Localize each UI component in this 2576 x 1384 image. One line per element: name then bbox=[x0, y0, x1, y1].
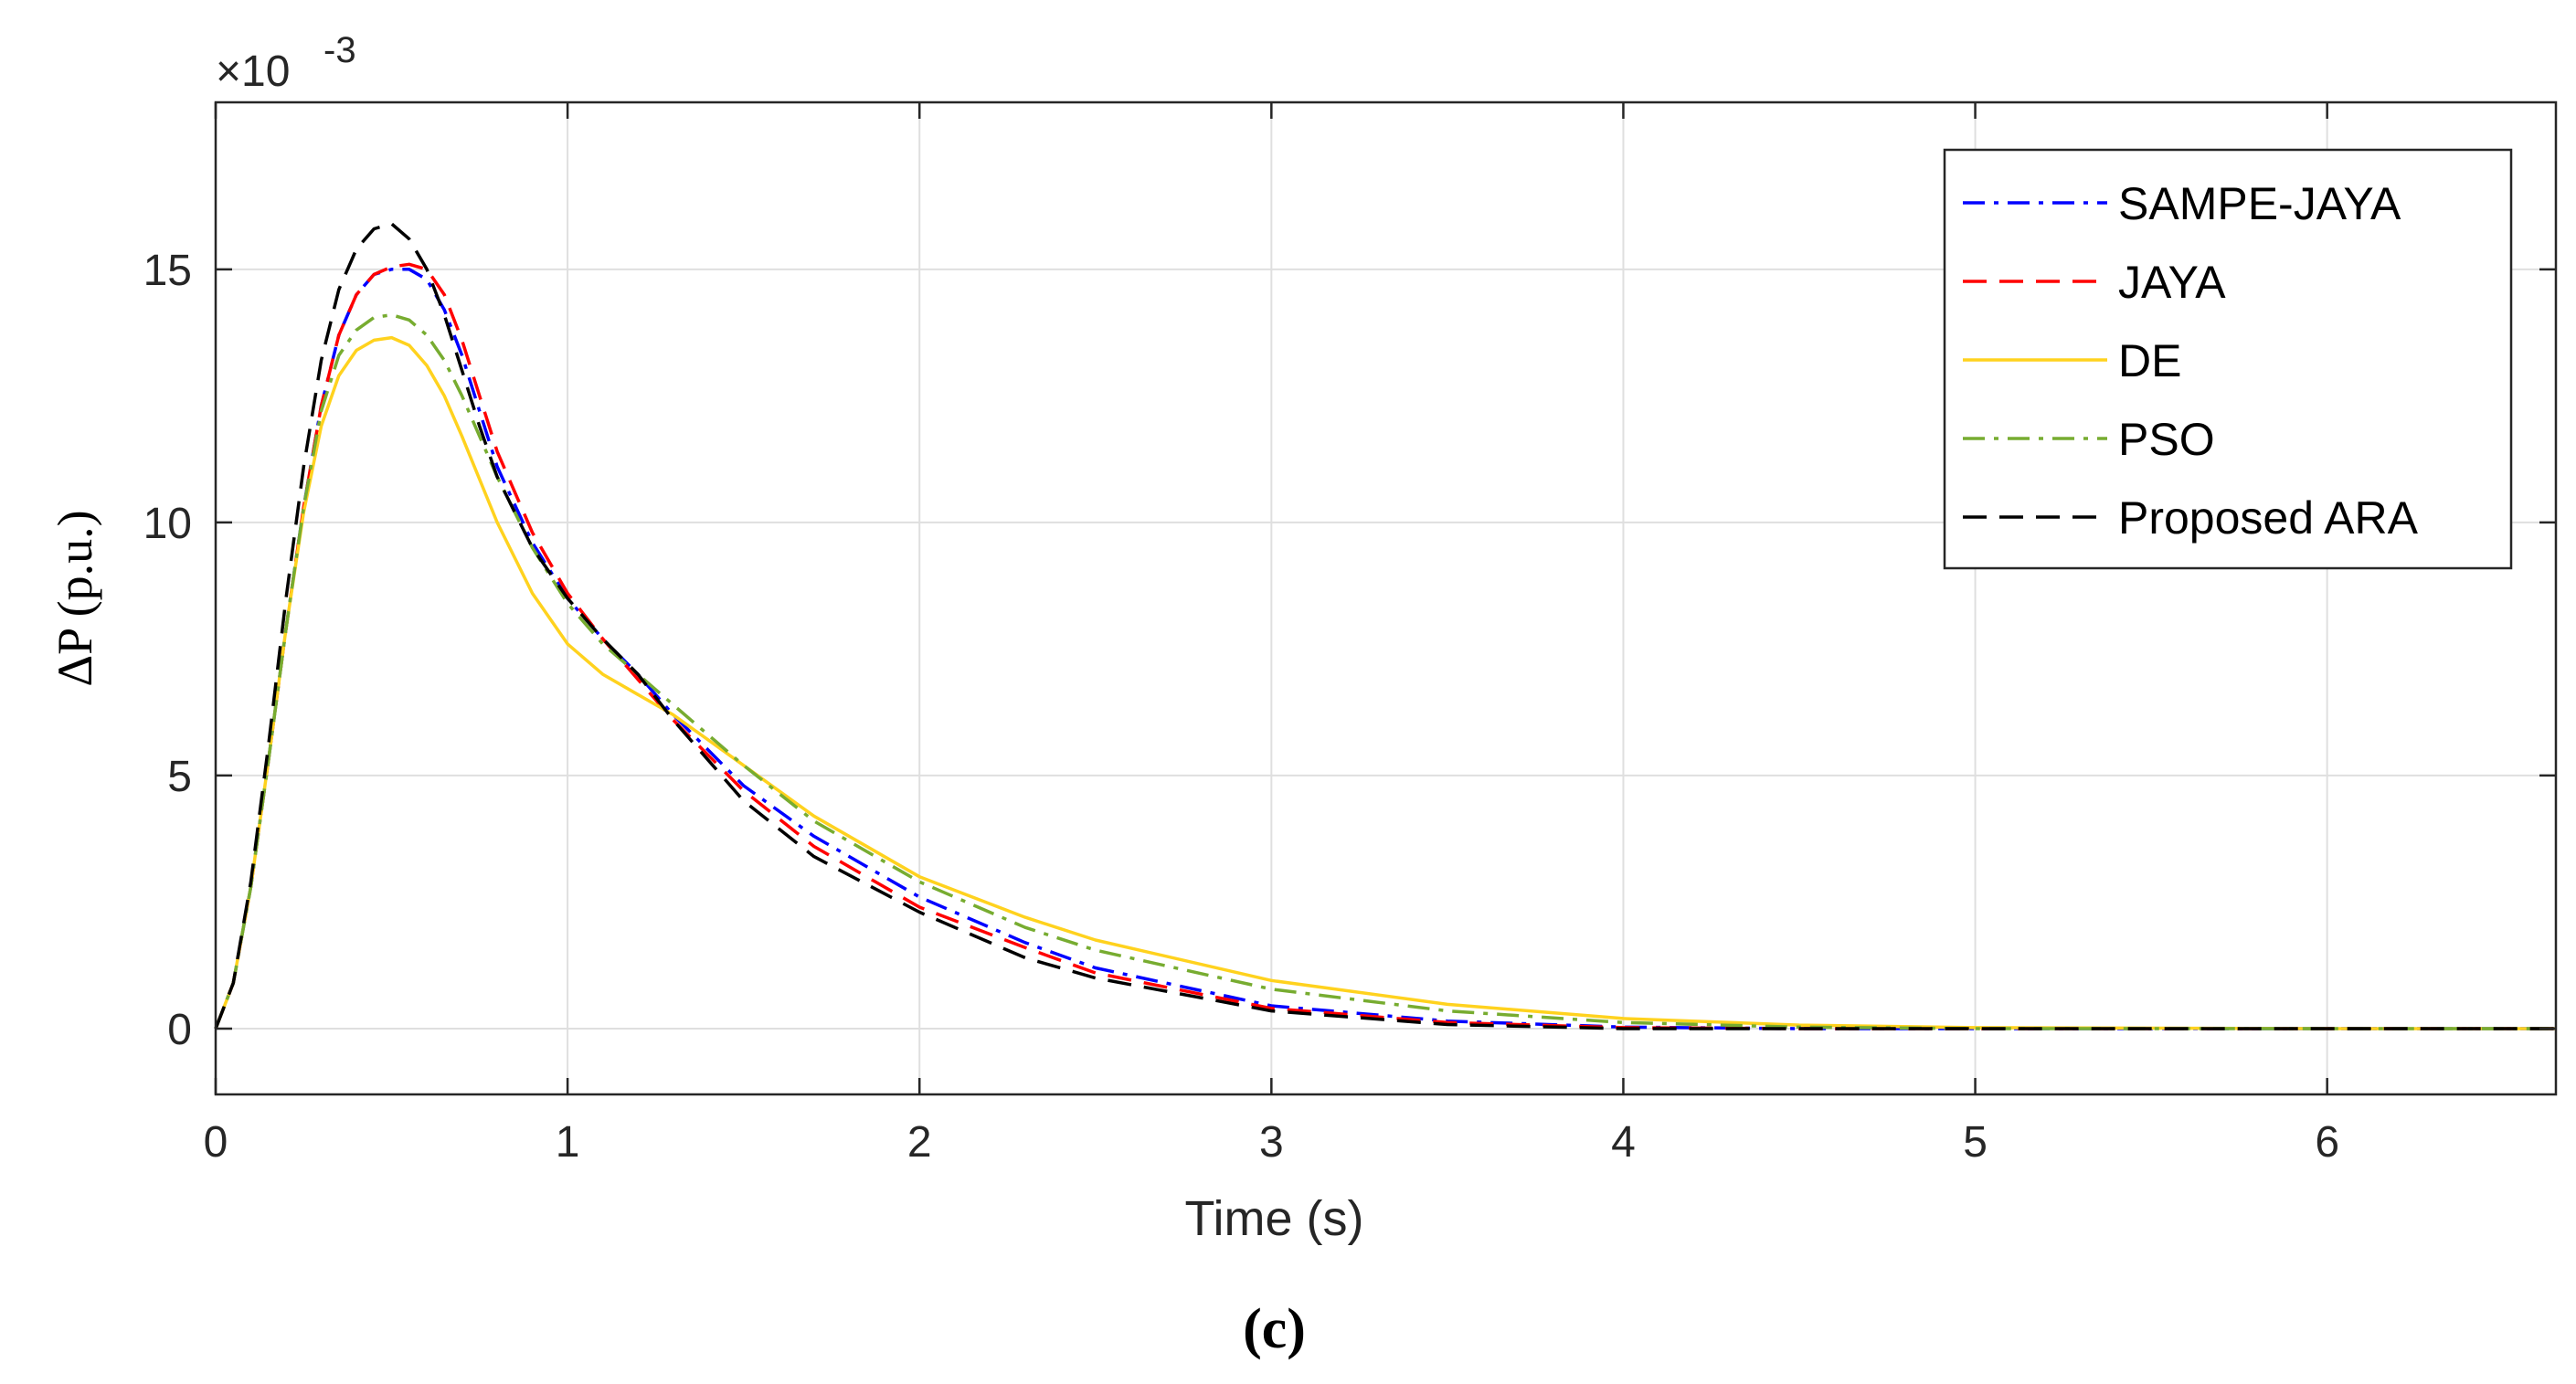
axes: 0 1 2 3 4 5 6 0 5 10 15 bbox=[143, 100, 2558, 1167]
x-tick-label: 3 bbox=[1259, 1118, 1284, 1167]
series-line-4 bbox=[214, 222, 2556, 1030]
y-tick-label: 0 bbox=[167, 1006, 192, 1054]
y-tick-label: 15 bbox=[143, 247, 192, 295]
legend-label-4: Proposed ARA bbox=[2118, 492, 2419, 544]
x-tick-label: 2 bbox=[907, 1118, 932, 1167]
y-axis-title: ΔP (p.u.) bbox=[48, 510, 102, 686]
plot-area-border bbox=[214, 100, 2558, 1096]
y-multiplier-base: ×10 bbox=[216, 48, 290, 96]
legend-label-1: JAYA bbox=[2118, 257, 2226, 308]
series-lines bbox=[214, 222, 2556, 1030]
x-tick-label: 1 bbox=[556, 1118, 580, 1167]
figure-caption: (c) bbox=[1243, 1298, 1306, 1360]
x-axis-title: Time (s) bbox=[1185, 1191, 1364, 1246]
y-tick-label: 10 bbox=[143, 500, 192, 548]
legend-label-2: DE bbox=[2118, 335, 2181, 386]
y-multiplier-exponent: -3 bbox=[323, 30, 356, 70]
x-tick-label: 0 bbox=[204, 1118, 228, 1167]
x-tick-label: 4 bbox=[1611, 1118, 1636, 1167]
legend-label-3: PSO bbox=[2118, 414, 2215, 465]
series-line-2 bbox=[214, 335, 2556, 1030]
legend: SAMPE-JAYA JAYA DE PSO Proposed ARA bbox=[1943, 148, 2513, 570]
x-tick-label: 5 bbox=[1963, 1118, 1988, 1167]
y-tick-label: 5 bbox=[167, 753, 192, 801]
x-tick-label: 6 bbox=[2315, 1118, 2339, 1167]
legend-label-0: SAMPE-JAYA bbox=[2118, 178, 2401, 229]
